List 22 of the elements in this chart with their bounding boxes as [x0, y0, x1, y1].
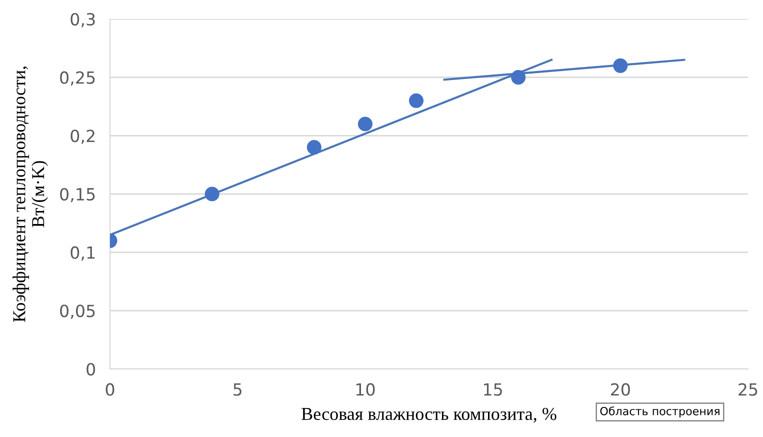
text: Область построения — [600, 406, 720, 418]
point — [511, 70, 526, 85]
x-tick-label: 5 — [234, 383, 242, 396]
y-tick-label: 0,15 — [60, 188, 95, 202]
x-tick-label: 15 — [484, 383, 502, 396]
x-tick-label: 20 — [611, 383, 630, 396]
point — [306, 140, 322, 155]
y-tick-label: 0 — [86, 362, 96, 376]
point — [358, 116, 372, 132]
y-tick-label: 0,1 — [70, 246, 95, 261]
y-tick-label: 0,05 — [60, 304, 95, 319]
y-tick-label: 0,3 — [70, 12, 95, 28]
point — [613, 58, 628, 73]
x-tick-label: 0 — [106, 383, 114, 396]
x-tick-label: 25 — [738, 383, 758, 396]
x-tick-label: 10 — [356, 383, 375, 396]
point — [408, 93, 424, 108]
y-tick-label: 0,25 — [60, 71, 95, 86]
x-axis-title: Весовая влажность композита, % — [302, 408, 556, 423]
y-axis-title: Коэффициент теплопроводности, Вт/(м·K) — [12, 66, 48, 322]
point — [204, 186, 220, 202]
y-tick-label: 0,2 — [70, 130, 94, 144]
